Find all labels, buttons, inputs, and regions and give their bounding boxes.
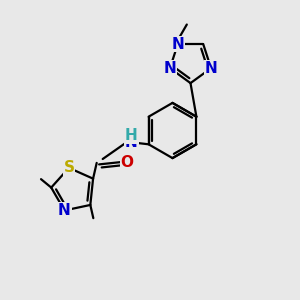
Text: H: H bbox=[125, 128, 138, 143]
Text: N: N bbox=[58, 203, 71, 218]
Text: O: O bbox=[121, 154, 134, 169]
Text: N: N bbox=[164, 61, 176, 76]
Text: N: N bbox=[205, 61, 218, 76]
Text: N: N bbox=[171, 37, 184, 52]
Text: S: S bbox=[63, 160, 74, 175]
Text: N: N bbox=[125, 135, 138, 150]
